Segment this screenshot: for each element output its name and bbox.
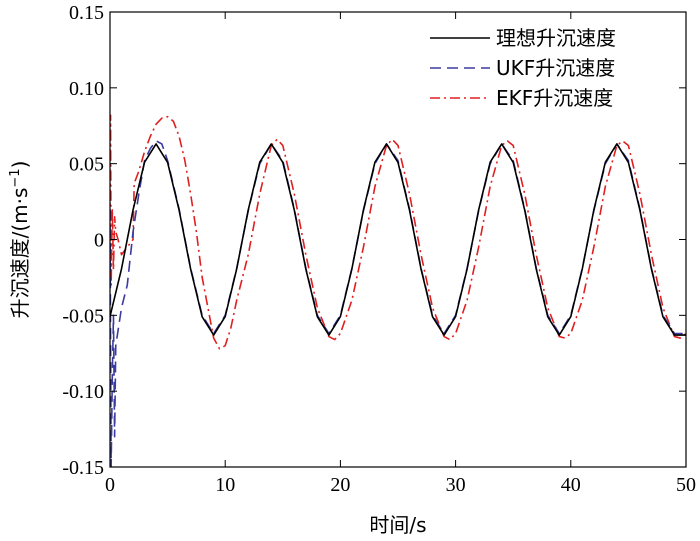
y-axis-title-main: 升沉速度/(m·s [8, 188, 32, 319]
x-tick-label: 10 [215, 474, 235, 496]
plot-frame [109, 11, 687, 468]
legend-label: UKF升沉速度 [496, 56, 615, 80]
legend-label: EKF升沉速度 [496, 86, 613, 110]
x-tick-label: 0 [105, 474, 115, 496]
y-axis-title: 升沉速度/(m·s−1) [8, 161, 32, 319]
series-line-solid [110, 143, 686, 336]
series-line-dash-dot [110, 114, 686, 350]
series-line-long-dash [110, 140, 686, 467]
legend: 理想升沉速度 UKF升沉速度 EKF升沉速度 [430, 26, 616, 110]
x-tick-label: 50 [676, 474, 696, 496]
y-axis-title-close: ) [8, 161, 32, 169]
y-tick-label: 0.15 [69, 2, 104, 24]
y-tick-label: -0.10 [62, 381, 104, 403]
y-axis-title-superscript: −1 [8, 168, 23, 187]
y-tick-label: 0.05 [69, 154, 104, 176]
series-layer [110, 114, 686, 467]
axes-layer: 0 10 20 30 40 50 0.15 0.10 0.05 0 -0.05 -0.10 -0.15 [62, 2, 696, 496]
x-tick-label: 40 [561, 474, 581, 496]
legend-label: 理想升沉速度 [496, 26, 616, 50]
y-tick-label: -0.15 [62, 457, 104, 479]
x-tick-label: 20 [330, 474, 350, 496]
x-axis-title: 时间/s [369, 513, 426, 537]
y-tick-label: 0.10 [69, 78, 104, 100]
x-tick-label: 30 [446, 474, 466, 496]
y-tick-label: 0 [94, 230, 104, 252]
y-tick-label: -0.05 [62, 305, 104, 327]
